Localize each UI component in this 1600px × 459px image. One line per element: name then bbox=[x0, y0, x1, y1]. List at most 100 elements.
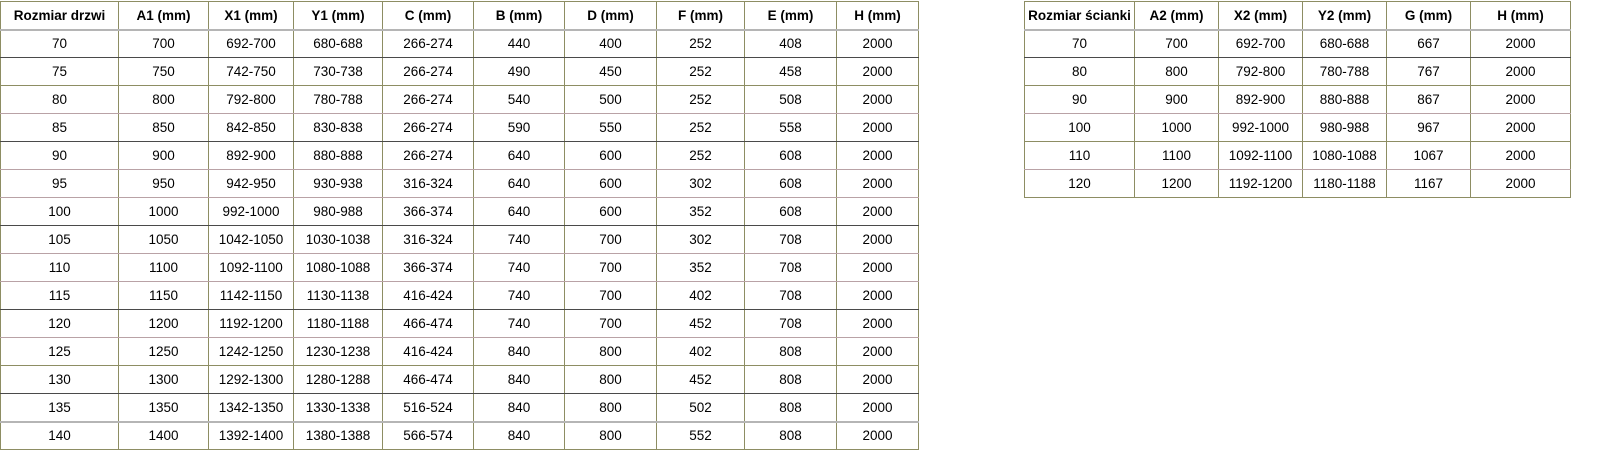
doors-cell-r5-c2: 942-950 bbox=[208, 169, 294, 198]
table-row: 115 1150 1142-1150 1130-1138 416-424 740 700 40… bbox=[0, 281, 919, 310]
doors-cell-r2-c7: 252 bbox=[656, 85, 745, 114]
table-row: 130 1300 1292-1300 1280-1288 466-474 840 800 45… bbox=[0, 365, 919, 394]
doors-cell-r14-c5: 840 bbox=[473, 421, 565, 450]
doors-cell-r4-c9: 2000 bbox=[836, 141, 919, 170]
wall-cell-r5-c3: 1180-1188 bbox=[1302, 169, 1387, 198]
doors-cell-r10-c8: 708 bbox=[744, 309, 837, 338]
doors-cell-r10-c2: 1192-1200 bbox=[208, 309, 294, 338]
doors-cell-r7-c5: 740 bbox=[473, 225, 565, 254]
doors-cell-r9-c2: 1142-1150 bbox=[208, 281, 294, 310]
doors-cell-r7-c0: 105 bbox=[0, 225, 119, 254]
wall-cell-r0-c0: 70 bbox=[1024, 29, 1135, 58]
doors-cell-r8-c8: 708 bbox=[744, 253, 837, 282]
wall-cell-r4-c2: 1092-1100 bbox=[1218, 141, 1303, 170]
doors-cell-r4-c7: 252 bbox=[656, 141, 745, 170]
wall-cell-r4-c3: 1080-1088 bbox=[1302, 141, 1387, 170]
doors-cell-r0-c5: 440 bbox=[473, 29, 565, 58]
wall-cell-r3-c5: 2000 bbox=[1470, 113, 1571, 142]
doors-cell-r4-c3: 880-888 bbox=[293, 141, 383, 170]
doors-header-row: Rozmiar drzwi A1 (mm) X1 (mm) Y1 (mm) C (mm)… bbox=[0, 1, 919, 31]
doors-cell-r13-c9: 2000 bbox=[836, 393, 919, 423]
doors-cell-r0-c3: 680-688 bbox=[293, 29, 383, 58]
doors-cell-r7-c6: 700 bbox=[564, 225, 657, 254]
table-row: 80 800 792-800 780-788 266-274 540 500 252 508 20… bbox=[0, 85, 919, 114]
doors-cell-r3-c1: 850 bbox=[118, 113, 209, 142]
doors-cell-r7-c1: 1050 bbox=[118, 225, 209, 254]
table-row: 90 900 892-900 880-888 266-274 640 600 252 608 20… bbox=[0, 141, 919, 170]
table-row: 120 1200 1192-1200 1180-1188 466-474 740 700 45… bbox=[0, 309, 919, 338]
doors-cell-r3-c0: 85 bbox=[0, 113, 119, 142]
doors-cell-r0-c2: 692-700 bbox=[208, 29, 294, 58]
doors-cell-r9-c0: 115 bbox=[0, 281, 119, 310]
doors-cell-r6-c0: 100 bbox=[0, 197, 119, 226]
doors-cell-r1-c0: 75 bbox=[0, 57, 119, 86]
doors-cell-r14-c2: 1392-1400 bbox=[208, 421, 294, 450]
table-row: 125 1250 1242-1250 1230-1238 416-424 840 800 40… bbox=[0, 337, 919, 366]
doors-cell-r6-c4: 366-374 bbox=[382, 197, 474, 226]
doors-cell-r9-c5: 740 bbox=[473, 281, 565, 310]
doors-cell-r12-c0: 130 bbox=[0, 365, 119, 394]
wall-cell-r1-c1: 800 bbox=[1134, 57, 1219, 86]
doors-cell-r6-c6: 600 bbox=[564, 197, 657, 226]
doors-cell-r9-c7: 402 bbox=[656, 281, 745, 310]
doors-cell-r14-c6: 800 bbox=[564, 421, 657, 450]
doors-cell-r11-c5: 840 bbox=[473, 337, 565, 366]
table-row: 120 1200 1192-1200 1180-1188 1167 2000 bbox=[1024, 169, 1571, 198]
doors-cell-r10-c4: 466-474 bbox=[382, 309, 474, 338]
doors-cell-r4-c5: 640 bbox=[473, 141, 565, 170]
doors-cell-r11-c3: 1230-1238 bbox=[293, 337, 383, 366]
doors-cell-r1-c7: 252 bbox=[656, 57, 745, 86]
wall-panel-size-specification-table: Rozmiar ścianki A2 (mm) X2 (mm) Y2 (mm) G (m… bbox=[1024, 1, 1571, 198]
doors-cell-r11-c9: 2000 bbox=[836, 337, 919, 366]
wall-cell-r2-c0: 90 bbox=[1024, 85, 1135, 114]
doors-cell-r11-c6: 800 bbox=[564, 337, 657, 366]
doors-cell-r1-c4: 266-274 bbox=[382, 57, 474, 86]
doors-cell-r7-c8: 708 bbox=[744, 225, 837, 254]
doors-cell-r3-c5: 590 bbox=[473, 113, 565, 142]
doors-cell-r12-c4: 466-474 bbox=[382, 365, 474, 394]
doors-cell-r13-c4: 516-524 bbox=[382, 393, 474, 423]
doors-cell-r13-c0: 135 bbox=[0, 393, 119, 423]
doors-column-header-2: X1 (mm) bbox=[208, 1, 294, 31]
doors-cell-r2-c5: 540 bbox=[473, 85, 565, 114]
wall-cell-r4-c4: 1067 bbox=[1386, 141, 1471, 170]
wall-cell-r0-c3: 680-688 bbox=[1302, 29, 1387, 58]
doors-cell-r13-c7: 502 bbox=[656, 393, 745, 423]
wall-column-header-4: G (mm) bbox=[1386, 1, 1471, 31]
doors-cell-r0-c6: 400 bbox=[564, 29, 657, 58]
table-row: 90 900 892-900 880-888 867 2000 bbox=[1024, 85, 1571, 114]
doors-cell-r4-c6: 600 bbox=[564, 141, 657, 170]
wall-cell-r4-c5: 2000 bbox=[1470, 141, 1571, 170]
doors-cell-r12-c3: 1280-1288 bbox=[293, 365, 383, 394]
doors-cell-r12-c7: 452 bbox=[656, 365, 745, 394]
doors-table-body: 70 700 692-700 680-688 266-274 440 400 252 408 20… bbox=[0, 29, 919, 450]
wall-cell-r3-c4: 967 bbox=[1386, 113, 1471, 142]
doors-cell-r2-c4: 266-274 bbox=[382, 85, 474, 114]
wall-cell-r1-c3: 780-788 bbox=[1302, 57, 1387, 86]
doors-cell-r1-c5: 490 bbox=[473, 57, 565, 86]
doors-cell-r1-c2: 742-750 bbox=[208, 57, 294, 86]
wall-cell-r2-c5: 2000 bbox=[1470, 85, 1571, 114]
wall-cell-r2-c2: 892-900 bbox=[1218, 85, 1303, 114]
doors-cell-r7-c4: 316-324 bbox=[382, 225, 474, 254]
doors-cell-r5-c3: 930-938 bbox=[293, 169, 383, 198]
table-row: 105 1050 1042-1050 1030-1038 316-324 740 700 30… bbox=[0, 225, 919, 254]
wall-cell-r3-c2: 992-1000 bbox=[1218, 113, 1303, 142]
doors-cell-r3-c3: 830-838 bbox=[293, 113, 383, 142]
wall-cell-r2-c4: 867 bbox=[1386, 85, 1471, 114]
doors-cell-r2-c3: 780-788 bbox=[293, 85, 383, 114]
doors-cell-r1-c1: 750 bbox=[118, 57, 209, 86]
doors-cell-r13-c5: 840 bbox=[473, 393, 565, 423]
wall-column-header-2: X2 (mm) bbox=[1218, 1, 1303, 31]
doors-cell-r0-c0: 70 bbox=[0, 29, 119, 58]
wall-cell-r3-c3: 980-988 bbox=[1302, 113, 1387, 142]
doors-cell-r4-c2: 892-900 bbox=[208, 141, 294, 170]
doors-cell-r9-c1: 1150 bbox=[118, 281, 209, 310]
doors-cell-r5-c0: 95 bbox=[0, 169, 119, 198]
doors-cell-r4-c8: 608 bbox=[744, 141, 837, 170]
doors-cell-r11-c1: 1250 bbox=[118, 337, 209, 366]
doors-column-header-1: A1 (mm) bbox=[118, 1, 209, 31]
doors-cell-r0-c8: 408 bbox=[744, 29, 837, 58]
doors-cell-r2-c6: 500 bbox=[564, 85, 657, 114]
